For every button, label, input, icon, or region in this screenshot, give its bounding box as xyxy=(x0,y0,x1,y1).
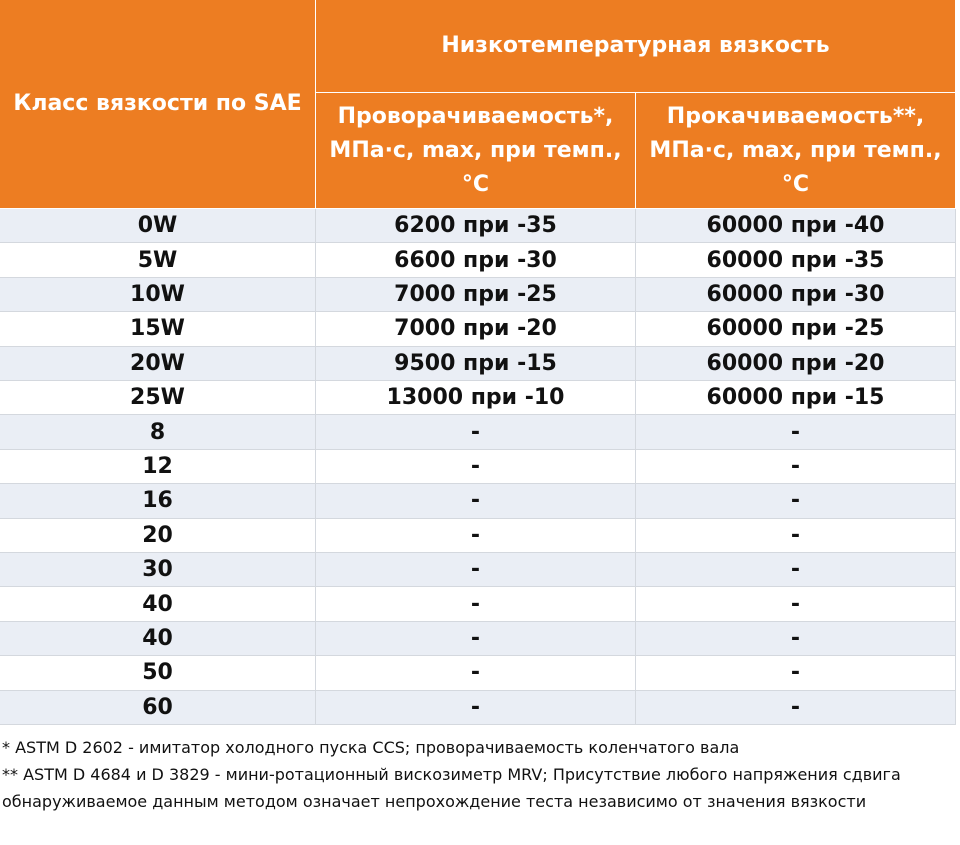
table-cell: 9500 при -15 xyxy=(316,346,636,381)
table-cell: - xyxy=(316,484,636,519)
footnote: * ASTM D 2602 - имитатор холодного пуска… xyxy=(2,738,740,757)
header-group: Низкотемпературная вязкость xyxy=(316,0,956,93)
table-cell: - xyxy=(316,553,636,588)
table-cell: - xyxy=(636,415,956,450)
table-cell: 30 xyxy=(0,553,316,588)
table-cell: - xyxy=(636,484,956,519)
table-cell: - xyxy=(636,518,956,553)
table-cell: 0W xyxy=(0,209,316,244)
table-cell: - xyxy=(636,587,956,622)
table-cell: - xyxy=(316,621,636,657)
table-cell: 8 xyxy=(0,415,316,450)
table-cell: - xyxy=(316,690,636,725)
table-cell: - xyxy=(316,518,636,553)
table-cell: 20 xyxy=(0,518,316,553)
table-cell: 60000 при -20 xyxy=(636,346,956,381)
table-cell: - xyxy=(636,553,956,588)
table-cell: 60000 при -15 xyxy=(636,381,956,416)
header-col: Проворачиваемость*, МПа·с, max, при темп… xyxy=(316,93,636,209)
table-cell: 60 xyxy=(0,690,316,725)
table-cell: 5W xyxy=(0,243,316,278)
table-cell: - xyxy=(316,415,636,450)
table-cell: - xyxy=(636,656,956,691)
table-cell: 7000 при -20 xyxy=(316,312,636,347)
table-cell: 60000 при -35 xyxy=(636,243,956,278)
table-cell: - xyxy=(636,449,956,485)
table-cell: 6200 при -35 xyxy=(316,209,636,244)
footnote: ** ASTM D 4684 и D 3829 - мини-ротационн… xyxy=(2,765,901,811)
footnotes: * ASTM D 2602 - имитатор холодного пуска… xyxy=(2,734,952,815)
table-cell: - xyxy=(316,449,636,485)
table-cell: 40 xyxy=(0,587,316,622)
table-cell: 60000 при -25 xyxy=(636,312,956,347)
table-cell: 50 xyxy=(0,656,316,691)
table-cell: - xyxy=(636,621,956,657)
table-cell: 13000 при -10 xyxy=(316,381,636,416)
table-cell: 60000 при -40 xyxy=(636,209,956,244)
table-cell: - xyxy=(636,690,956,725)
table-cell: 7000 при -25 xyxy=(316,277,636,313)
table-cell: 16 xyxy=(0,484,316,519)
table-cell: - xyxy=(316,656,636,691)
table-cell: 60000 при -30 xyxy=(636,277,956,313)
table-cell: - xyxy=(316,587,636,622)
header-col: Прокачиваемость**, МПа·с, max, при темп.… xyxy=(636,93,956,209)
header-class: Класс вязкости по SAE xyxy=(0,0,316,209)
table-cell: 15W xyxy=(0,312,316,347)
table-cell: 6600 при -30 xyxy=(316,243,636,278)
table-cell: 40 xyxy=(0,621,316,657)
table-cell: 12 xyxy=(0,449,316,485)
table-cell: 10W xyxy=(0,277,316,313)
table-cell: 20W xyxy=(0,346,316,381)
table-cell: 25W xyxy=(0,381,316,416)
